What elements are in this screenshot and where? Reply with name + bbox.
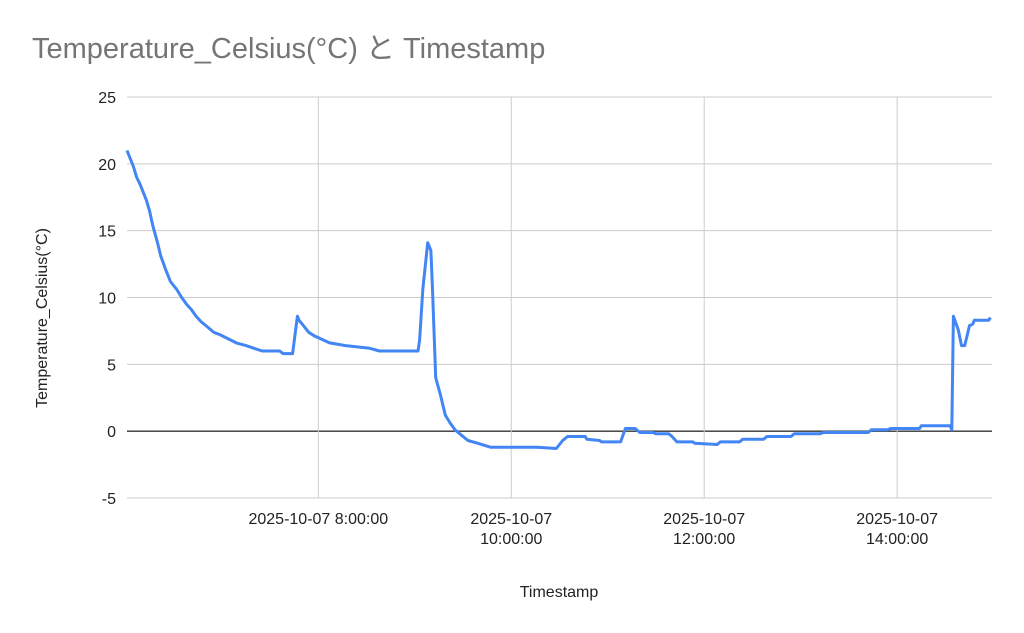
- y-tick-label: -5: [102, 491, 116, 508]
- y-tick-label: 10: [98, 291, 116, 308]
- y-tick-label: 5: [107, 357, 116, 374]
- y-tick-label: 20: [98, 157, 116, 174]
- x-tick-label-line: 14:00:00: [866, 531, 928, 548]
- gridlines: [127, 96, 992, 499]
- x-tick-label-line: 2025-10-07: [470, 511, 552, 528]
- x-axis-label: Timestamp: [520, 584, 599, 601]
- x-tick-label-line: 10:00:00: [480, 531, 542, 548]
- x-tick-label-line: 2025-10-07 8:00:00: [248, 511, 388, 528]
- x-tick-label: 2025-10-07 8:00:00: [248, 511, 388, 528]
- x-tick-label-line: 2025-10-07: [856, 511, 938, 528]
- x-tick-label-line: 2025-10-07: [663, 511, 745, 528]
- series-layer: [125, 149, 992, 450]
- x-tick-label: 2025-10-07 12:00:00: [663, 511, 745, 548]
- y-tick-label: 15: [98, 224, 116, 241]
- chart-title: Temperature_Celsius(°C) と Timestamp: [32, 33, 545, 65]
- y-axis-ticks: -5 0 5 10 15 20 25: [98, 90, 116, 508]
- y-tick-label: 25: [98, 90, 116, 107]
- x-tick-label-line: 12:00:00: [673, 531, 735, 548]
- x-tick-label: 2025-10-07 14:00:00: [856, 511, 938, 548]
- series-line: [125, 149, 992, 450]
- x-tick-label: 2025-10-07 10:00:00: [470, 511, 552, 548]
- x-axis-ticks: 2025-10-07 8:00:00 2025-10-07 10:00:002025…: [248, 511, 938, 548]
- y-axis-label: Temperature_Celsius(°C): [34, 228, 51, 408]
- y-tick-label: 0: [107, 424, 116, 441]
